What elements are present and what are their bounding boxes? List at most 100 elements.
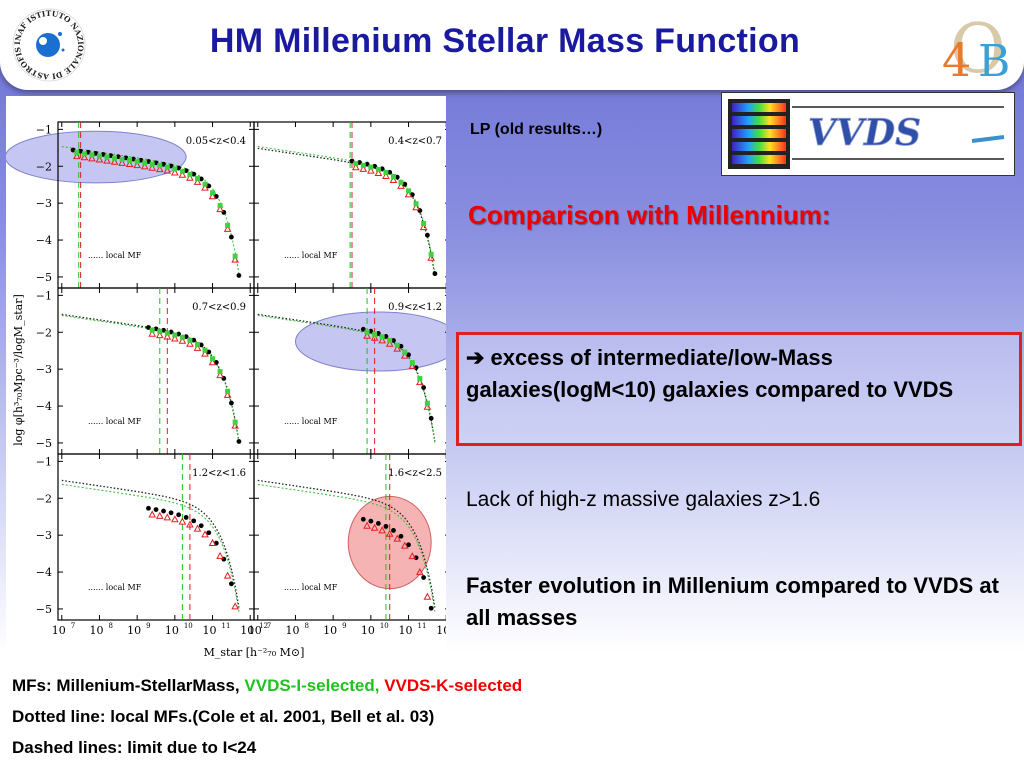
vvds-i-point — [353, 161, 359, 167]
vvds-k-point — [95, 155, 104, 163]
vvds-k-point — [155, 331, 164, 339]
vvds-k-point — [186, 520, 194, 528]
x-tick-exponent: 9 — [342, 622, 346, 630]
hm-data-point — [138, 157, 144, 163]
y-tick-label: −1 — [36, 289, 52, 302]
hm-data-point — [349, 158, 355, 164]
vvds-k-point — [363, 331, 371, 339]
x-tick-exponent: 7 — [267, 622, 271, 630]
vvds-k-point — [103, 156, 111, 164]
vvds-k-point — [193, 343, 202, 351]
vvds-k-point — [400, 351, 409, 359]
vvds-i-point — [390, 174, 396, 180]
hm-data-point — [375, 521, 381, 526]
y-tick-label: −2 — [36, 160, 52, 173]
vvds-k-point — [148, 510, 157, 518]
vvds-k-point — [231, 421, 239, 429]
vvds-i-point — [368, 164, 374, 170]
hm-data-point — [206, 530, 212, 536]
hm-data-point — [428, 415, 434, 421]
highlight-ellipse — [4, 130, 187, 184]
x-tick-label: 10 — [127, 624, 141, 637]
vvds-k-point — [216, 371, 224, 379]
y-tick-label: −5 — [36, 437, 52, 450]
hm-data-point — [432, 271, 438, 277]
panel-local-mf-label: ...... local MF — [88, 417, 142, 426]
vvds-k-point — [88, 154, 96, 162]
hm-data-point — [198, 523, 204, 529]
vvds-i-point — [164, 164, 170, 170]
vvds-k-point — [400, 541, 409, 549]
mass-function-plot: 0.05<z<0.4 ...... local MF 0.4<z<0.7......… — [4, 121, 464, 659]
hm-data-point — [115, 154, 121, 160]
vvds-i-point — [225, 388, 231, 394]
hm-data-point — [228, 400, 234, 406]
x-tick-label: 10 — [361, 624, 375, 637]
panel-redshift-label: 0.7<z<0.9 — [192, 302, 246, 313]
panel-redshift-label: 1.6<z<2.5 — [388, 468, 442, 479]
hm-data-point — [161, 327, 166, 333]
hm-data-point — [368, 518, 374, 524]
y-tick-label: −4 — [36, 400, 52, 413]
vvds-i-point — [402, 349, 408, 355]
vvds-i-point — [428, 251, 434, 257]
hm-data-point — [130, 156, 136, 162]
vvds-k-point — [231, 602, 239, 610]
vvds-k-point — [73, 152, 81, 160]
vvds-logo-text: VVDS — [808, 112, 921, 154]
inaf-logo: INAF ISTITUTO NAZIONALE DI ASTROFISICA — [8, 4, 86, 82]
y-tick-label: −1 — [36, 123, 52, 136]
hm-data-point — [383, 523, 389, 529]
local-mf-curve — [61, 479, 240, 608]
vvds-k-point — [193, 524, 202, 532]
spectrum-icon — [732, 103, 786, 164]
vvds-k-point — [163, 513, 172, 521]
vvds-i-point — [81, 151, 87, 157]
vvds-i-point — [134, 159, 140, 165]
x-tick-exponent: 9 — [146, 622, 150, 630]
vvds-i-point — [225, 222, 231, 228]
vvds-i-point — [104, 154, 110, 160]
comparison-title: Comparison with Millennium: — [468, 200, 831, 230]
vvds-k-point — [393, 344, 402, 352]
x-tick-label: 10 — [323, 624, 337, 637]
vvds-k-point — [201, 183, 209, 191]
vvds-i-point — [364, 329, 370, 335]
vvds-k-point — [359, 164, 368, 172]
vvds-i-point — [157, 163, 163, 169]
vvds-k-point — [404, 190, 413, 198]
vvds-k-point — [389, 175, 398, 184]
vvds-k-point — [186, 339, 194, 347]
hm-data-point — [191, 518, 197, 524]
caption-line-2: Dotted line: local MFs.(Cole et al. 2001… — [12, 707, 435, 726]
vvds-k-point — [367, 166, 375, 174]
hm-data-point — [168, 510, 174, 516]
x-tick-exponent: 12 — [259, 622, 268, 630]
caption-vvds-k: VVDS-K-selected — [384, 676, 523, 695]
vvds-k-point — [223, 224, 232, 232]
vvds-i-point — [179, 168, 185, 174]
caption-area: MFs: Millenium-StellarMass, VVDS-I-selec… — [0, 668, 1024, 768]
vvds-i-point — [210, 356, 216, 362]
vvds-i-point — [119, 156, 125, 162]
x-tick-exponent: 11 — [222, 622, 231, 630]
vvds-k-point — [370, 523, 379, 531]
vvds-k-point — [382, 171, 390, 179]
vvds-k-point — [416, 568, 424, 576]
hm-data-point — [70, 147, 76, 153]
caption-line-1-prefix: MFs: Millenium-StellarMass, — [12, 676, 245, 695]
hm-data-point — [398, 343, 404, 349]
panel-local-mf-label: ...... local MF — [284, 417, 338, 426]
vvds-k-point — [408, 552, 417, 560]
vvds-k-point — [193, 177, 202, 185]
vvds-k-point — [416, 378, 424, 386]
hm-data-point — [360, 516, 366, 522]
lack-text: Lack of high-z massive galaxies z>1.6 — [466, 488, 821, 511]
hm-data-point — [168, 163, 174, 169]
vvds-logo: VVDS — [721, 92, 1015, 176]
hm-data-point — [183, 334, 189, 340]
hm-data-point — [93, 150, 99, 156]
hm-data-point — [368, 328, 374, 334]
vvds-i-point — [394, 342, 400, 348]
vvds-i-point — [383, 169, 389, 175]
